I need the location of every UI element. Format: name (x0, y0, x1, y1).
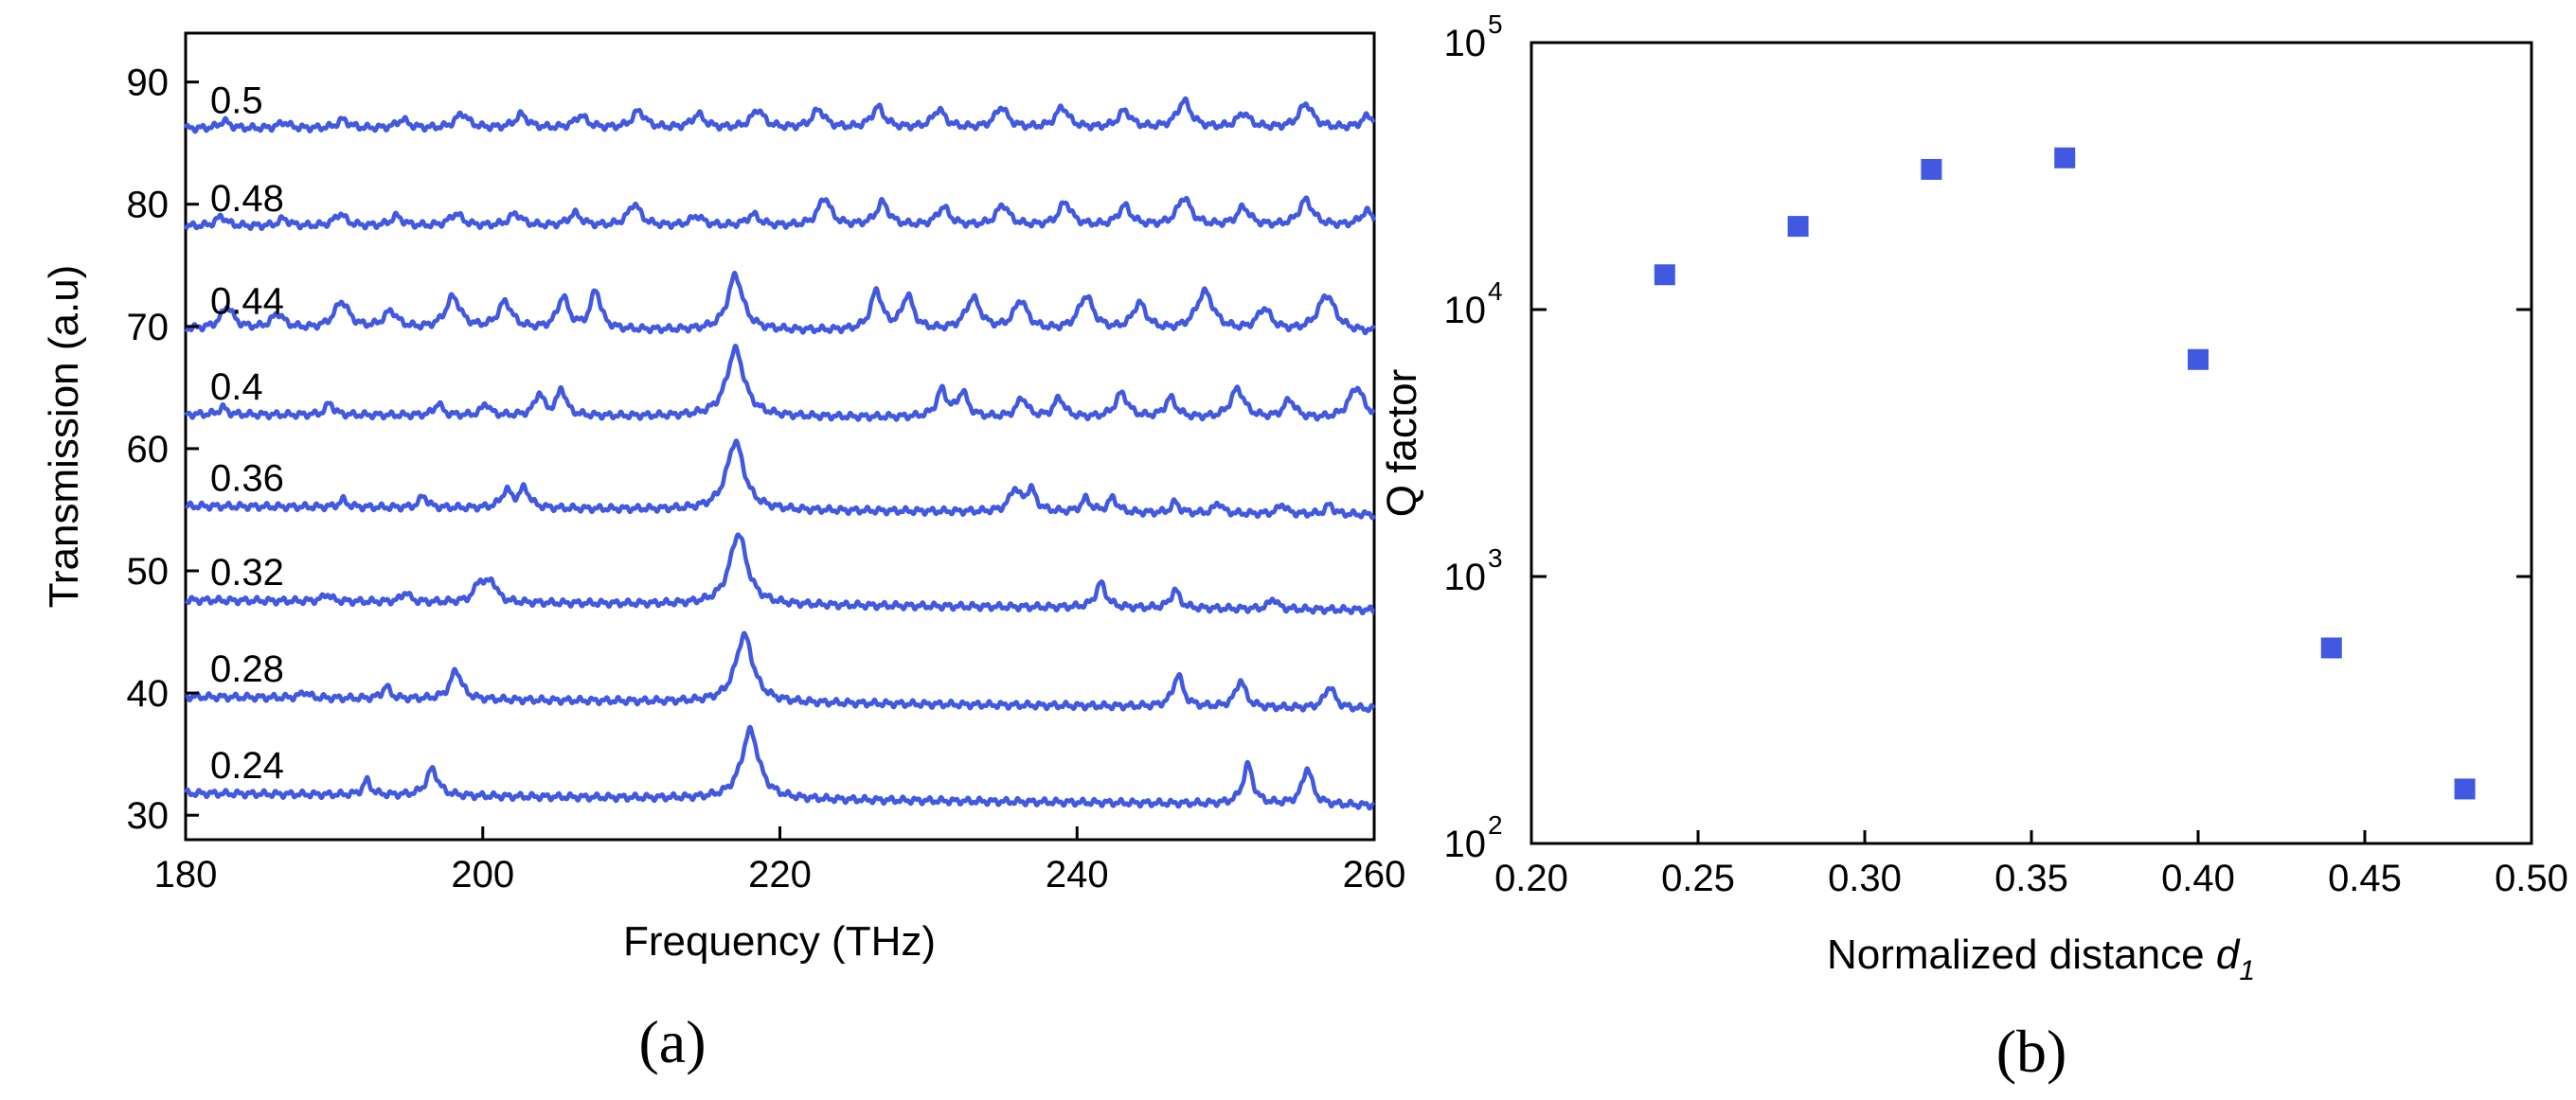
panel-a-spectra-chart: 0.24 0.28 0.32 0.36 0.4 0.44 0.48 0.5 180 200 220… (41, 31, 1406, 1075)
panel-a-caption: (a) (638, 1008, 706, 1075)
y-tick-label: 40 (127, 673, 170, 715)
x-tick-label: 0.50 (2495, 858, 2568, 899)
panel-b-points-group (1654, 147, 2476, 800)
series-label: 0.36 (210, 458, 284, 500)
spectrum-line-0.5 (183, 96, 1376, 134)
panel-b-x-axis-title: Normalized distance d1 (1827, 931, 2255, 986)
y-tick-label: 30 (127, 795, 170, 837)
x-tick-label: 240 (1046, 854, 1109, 896)
x-tick-label: 260 (1343, 854, 1406, 896)
q-factor-point (2320, 637, 2342, 659)
panel-b-x-axis-subscript: 1 (2239, 955, 2255, 986)
x-tick-label: 180 (154, 854, 218, 896)
y-tick-label: 80 (127, 185, 170, 226)
series-label: 0.4 (210, 366, 263, 408)
panel-b-plot-frame (1530, 41, 2533, 845)
y-tick-label: 60 (127, 429, 170, 470)
panel-b-x-axis-title-text: Normalized distance (1827, 931, 2216, 978)
panel-a-y-axis-title: Transmission (a.u) (41, 265, 87, 609)
series-label: 0.44 (210, 280, 284, 322)
panel-a-y-axis: 30 40 50 60 70 80 90 (127, 62, 199, 837)
panel-b-y-axis-title: Q factor (1379, 369, 1425, 518)
x-tick-label: 0.40 (2161, 858, 2235, 899)
y-tick-exponent: 3 (1488, 543, 1503, 573)
spectrum-line-0.4 (184, 344, 1376, 422)
series-label: 0.32 (210, 552, 284, 594)
y-tick-label: 50 (127, 551, 170, 593)
q-factor-point (1787, 216, 1809, 238)
panel-a-x-axis-title: Frequency (THz) (623, 918, 936, 965)
q-factor-point (1921, 158, 1942, 180)
x-tick-label: 220 (748, 854, 812, 896)
q-factor-point (1654, 264, 1675, 286)
q-factor-point (2454, 778, 2476, 800)
y-tick-label: 10 (1444, 23, 1487, 64)
y-tick-label: 10 (1444, 557, 1487, 598)
y-tick-label: 70 (127, 307, 170, 348)
panel-a-series-group (183, 96, 1377, 811)
series-label: 0.24 (210, 745, 284, 787)
q-factor-point (2188, 348, 2209, 370)
y-tick-exponent: 5 (1488, 9, 1503, 39)
spectrum-line-0.36 (184, 438, 1377, 521)
series-label: 0.28 (210, 648, 284, 690)
y-tick-exponent: 4 (1488, 276, 1503, 306)
y-tick-label: 10 (1444, 290, 1487, 331)
y-tick-label: 10 (1444, 824, 1487, 865)
panel-b-x-axis-variable: d (2216, 931, 2241, 978)
spectrum-line-0.48 (184, 195, 1377, 232)
series-label: 0.5 (210, 80, 263, 122)
spectrum-line-0.32 (184, 532, 1376, 616)
spectrum-line-0.24 (183, 724, 1376, 811)
series-label: 0.48 (210, 178, 284, 220)
panel-a-plot-frame (184, 31, 1376, 842)
x-tick-label: 200 (451, 854, 514, 896)
panel-a-series-labels: 0.24 0.28 0.32 0.36 0.4 0.44 0.48 0.5 (210, 80, 284, 787)
panel-b-x-axis: 0.20 0.25 0.30 0.35 0.40 0.45 0.50 (1494, 830, 2568, 899)
panel-b-caption: (b) (1996, 1018, 2067, 1085)
panel-a-x-axis: 180 200 220 240 260 (154, 826, 1406, 896)
spectrum-line-0.28 (184, 630, 1376, 714)
y-tick-label: 90 (127, 62, 170, 104)
x-tick-label: 0.25 (1661, 858, 1735, 899)
x-tick-label: 0.35 (1995, 858, 2068, 899)
spectrum-line-0.44 (184, 270, 1376, 336)
x-tick-label: 0.20 (1494, 858, 1568, 899)
x-tick-label: 0.45 (2328, 858, 2402, 899)
x-tick-label: 0.30 (1828, 858, 1902, 899)
y-tick-exponent: 2 (1488, 810, 1503, 840)
q-factor-point (2054, 147, 2076, 169)
